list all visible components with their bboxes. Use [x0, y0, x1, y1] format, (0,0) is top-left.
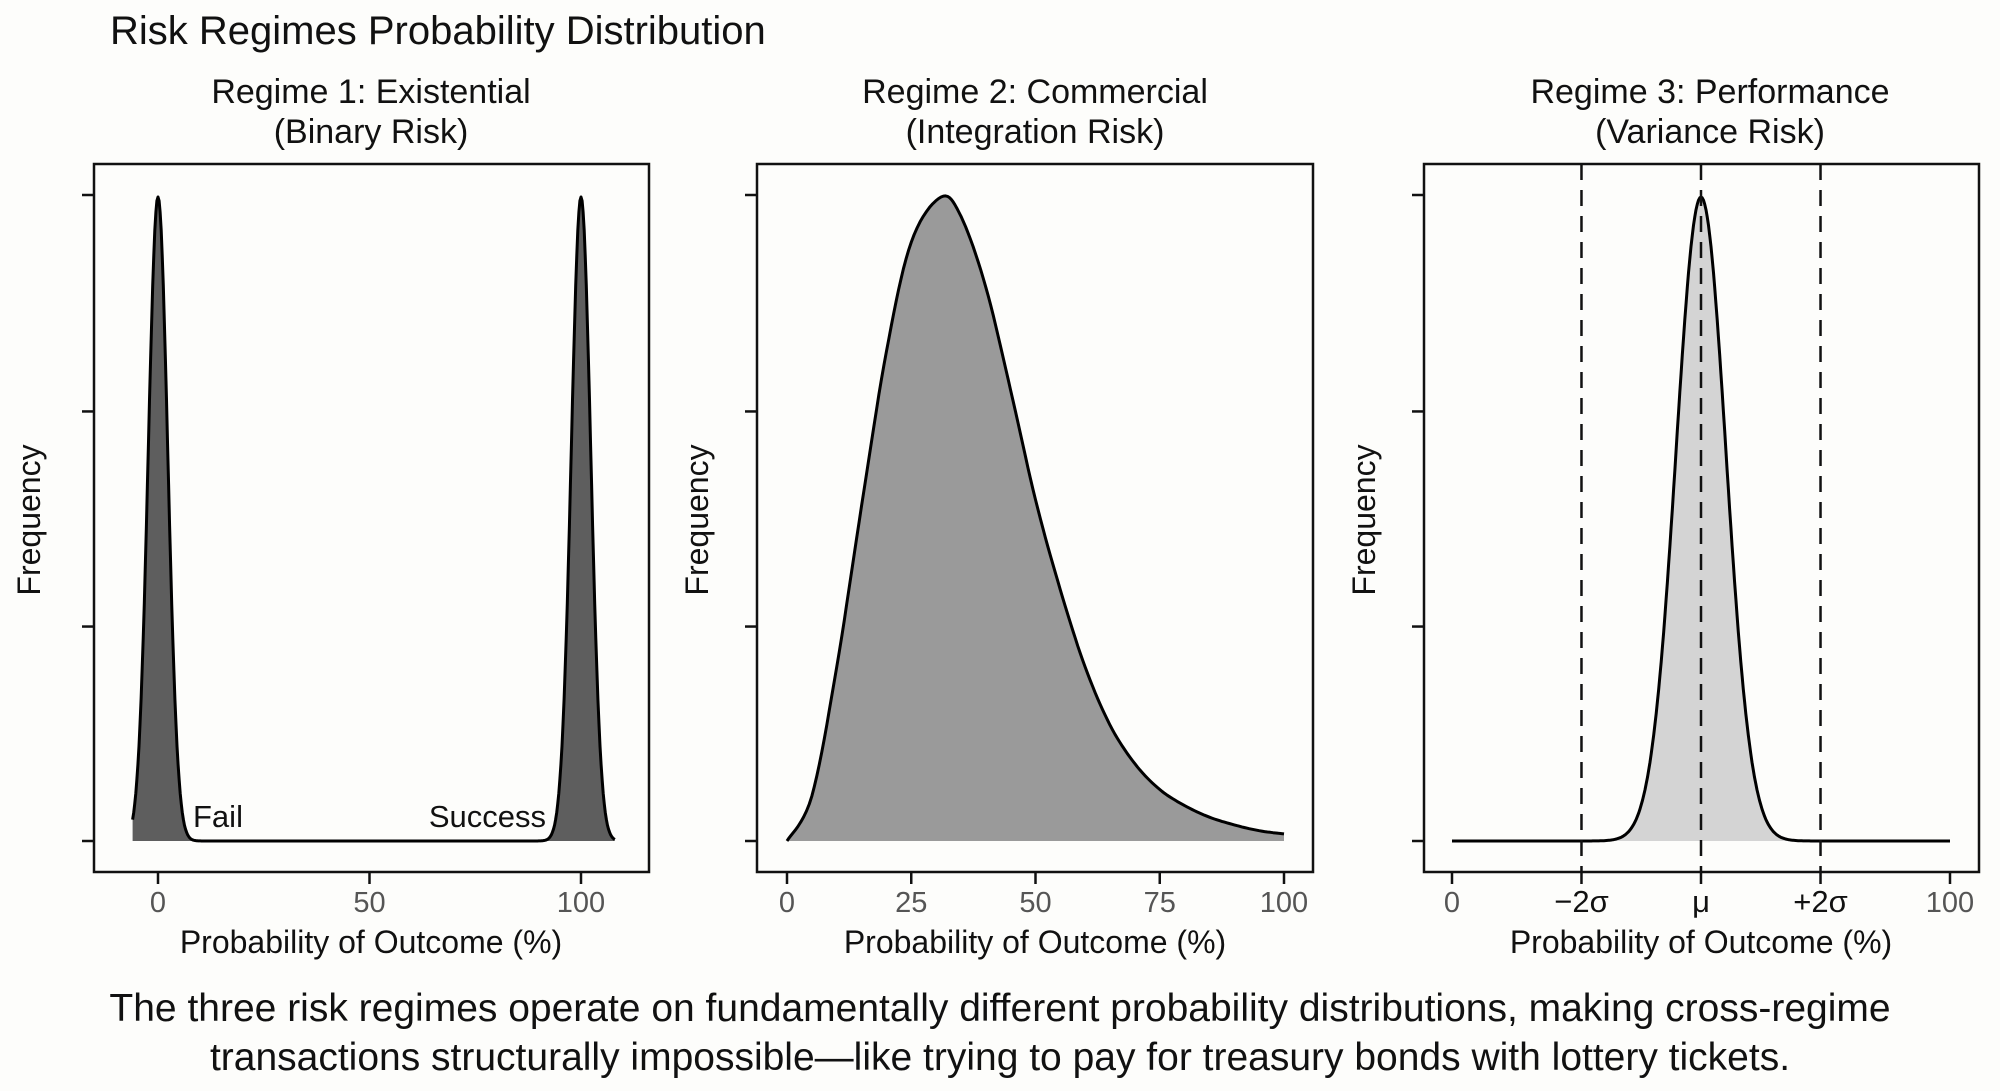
caption-line-1: The three risk regimes operate on fundam… [109, 987, 1890, 1030]
density-area [132, 197, 615, 841]
density-curve [131, 195, 616, 843]
annotation-success: Success [429, 799, 546, 834]
panel-subtitle: (Integration Risk) [906, 113, 1165, 151]
x-tick-label: 50 [353, 887, 385, 919]
panel-title: Regime 1: Existential [211, 73, 530, 111]
x-axis-title: Probability of Outcome (%) [180, 924, 562, 960]
figure-title: Risk Regimes Probability Distribution [110, 9, 766, 53]
x-tick-label: 100 [1260, 887, 1308, 919]
plot-frame [92, 162, 651, 874]
x-axis-title: Probability of Outcome (%) [844, 924, 1226, 960]
panel-title: Regime 3: Performance [1530, 73, 1889, 111]
y-axis-title: Frequency [11, 444, 47, 595]
x-tick-label: −2σ [1554, 884, 1608, 919]
y-axis-ticks [82, 193, 94, 843]
x-axis-ticks: 0 25 50 75 100 [779, 872, 1308, 919]
x-tick-label: 75 [1144, 887, 1176, 919]
y-axis-title: Frequency [1346, 444, 1382, 595]
y-axis-title: Frequency [679, 444, 715, 595]
density-area [787, 195, 1284, 841]
density-area [1452, 197, 1950, 841]
x-tick-label: +2σ [1793, 884, 1847, 919]
x-axis-ticks: 0 50 100 [150, 872, 605, 919]
x-tick-label: 100 [1926, 887, 1974, 919]
panel-subtitle: (Variance Risk) [1595, 113, 1825, 151]
x-tick-label: 50 [1019, 887, 1051, 919]
x-tick-label: 0 [779, 887, 795, 919]
x-tick-label: μ [1692, 884, 1710, 919]
caption-line-2: transactions structurally impossible—lik… [210, 1036, 1790, 1079]
panel-regime-2: Regime 2: Commercial (Integration Risk) … [679, 73, 1315, 960]
plot-area [131, 195, 616, 843]
panel-title: Regime 2: Commercial [862, 73, 1208, 111]
x-tick-label: 0 [150, 887, 166, 919]
x-tick-label: 0 [1444, 887, 1460, 919]
plot-area [1451, 164, 1951, 872]
x-tick-label: 100 [557, 887, 605, 919]
x-axis-ticks: 0 −2σ μ +2σ 100 [1444, 872, 1974, 919]
panel-regime-3: Regime 3: Performance (Variance Risk) 0 −… [1346, 73, 1981, 960]
density-curve [785, 194, 1285, 842]
x-axis-title: Probability of Outcome (%) [1510, 924, 1892, 960]
y-axis-ticks [745, 193, 757, 843]
panel-subtitle: (Binary Risk) [274, 113, 469, 151]
y-axis-ticks [1412, 193, 1424, 843]
x-tick-label: 25 [895, 887, 927, 919]
plot-area [785, 194, 1285, 842]
panel-regime-1: Regime 1: Existential (Binary Risk) 0 50 1… [11, 73, 651, 960]
annotation-fail: Fail [193, 799, 243, 834]
